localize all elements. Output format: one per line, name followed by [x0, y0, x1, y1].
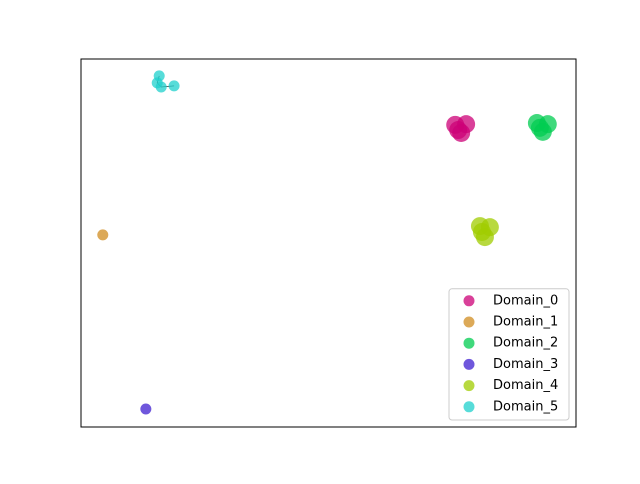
- point: [155, 81, 167, 93]
- legend-label: Domain_3: [493, 357, 558, 372]
- legend-marker: [463, 295, 475, 307]
- legend-label: Domain_1: [493, 315, 558, 330]
- point: [472, 222, 491, 241]
- legend-marker: [463, 401, 475, 413]
- legend-marker: [463, 316, 475, 328]
- legend-label: Domain_4: [493, 378, 558, 393]
- point: [140, 403, 152, 415]
- legend-box: [448, 288, 570, 421]
- legend-marker: [463, 337, 475, 349]
- legend-label: Domain_0: [493, 293, 558, 308]
- point: [168, 80, 180, 92]
- plot-frame: [80, 58, 577, 428]
- point: [530, 118, 549, 137]
- legend-marker: [463, 358, 475, 370]
- legend-label: Domain_5: [493, 399, 558, 414]
- point: [97, 229, 109, 241]
- legend-marker: [463, 380, 475, 392]
- point: [449, 121, 468, 140]
- legend-label: Domain_2: [493, 336, 558, 351]
